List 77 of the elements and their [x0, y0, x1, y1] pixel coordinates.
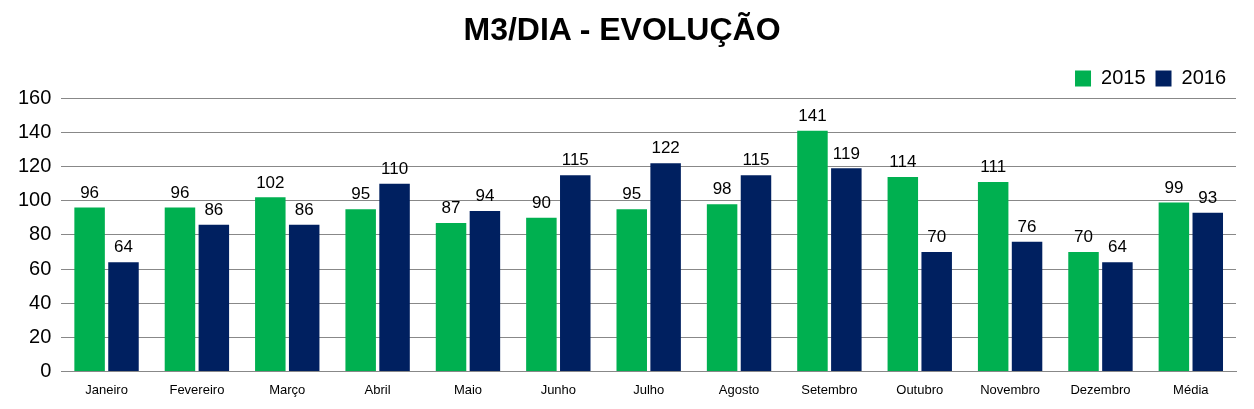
- data-label: 64: [1107, 237, 1127, 257]
- data-label: 96: [170, 182, 190, 202]
- x-tick-label: Novembro: [980, 381, 1041, 397]
- data-label: 95: [351, 184, 371, 204]
- data-label: 110: [381, 158, 409, 178]
- data-label: 98: [712, 179, 732, 199]
- x-tick-label: Abril: [364, 381, 391, 397]
- y-tick-label: 40: [29, 290, 52, 313]
- y-tick-label: 120: [17, 154, 52, 177]
- bar: [1011, 241, 1043, 371]
- bar: [198, 224, 230, 371]
- data-label: 90: [531, 193, 551, 213]
- x-tick-label: Junho: [540, 381, 577, 397]
- data-label: 99: [1164, 177, 1184, 197]
- data-label: 64: [114, 237, 133, 257]
- data-label: 76: [1017, 216, 1037, 236]
- data-label: 141: [798, 106, 827, 126]
- data-label: 95: [622, 184, 642, 204]
- data-label: 115: [742, 150, 770, 170]
- x-tick-label: Agosto: [718, 381, 760, 397]
- x-tick-label: Média: [1173, 381, 1210, 397]
- data-label: 70: [927, 227, 947, 247]
- x-tick-label: Outubro: [896, 381, 944, 397]
- data-label: 115: [561, 150, 589, 170]
- x-tick-label: Julho: [633, 381, 665, 397]
- legend-label: 2015: [1101, 65, 1146, 88]
- bar: [887, 176, 919, 371]
- bar: [74, 207, 105, 371]
- bar: [1192, 212, 1224, 371]
- data-label: 86: [204, 199, 224, 219]
- bar: [560, 175, 591, 371]
- bar: [255, 197, 286, 371]
- data-label: 94: [475, 186, 495, 206]
- data-label: 122: [651, 138, 680, 158]
- x-tick-label: Maio: [453, 381, 483, 397]
- y-tick-label: 160: [17, 85, 52, 108]
- x-tick-label: Dezembro: [1070, 381, 1131, 397]
- bar: [831, 168, 862, 371]
- data-label: 119: [832, 143, 860, 163]
- data-label: 87: [441, 198, 461, 218]
- bar: [706, 204, 738, 371]
- data-label: 114: [889, 152, 917, 172]
- bar: [379, 183, 410, 371]
- bar: [616, 209, 647, 371]
- bar: [345, 209, 376, 371]
- y-tick-label: 20: [29, 324, 52, 347]
- bar: [469, 211, 501, 371]
- x-tick-label: Janeiro: [85, 381, 128, 397]
- bar: [1068, 251, 1099, 371]
- chart-title: M3/DIA - EVOLUÇÃO: [463, 11, 781, 48]
- bar: [650, 163, 681, 371]
- bar: [526, 217, 557, 371]
- bar: [435, 222, 467, 371]
- data-label: 70: [1074, 227, 1093, 247]
- x-tick-label: Fevereiro: [169, 381, 225, 397]
- bar: [921, 251, 952, 371]
- bar: [108, 262, 139, 371]
- bar: [740, 175, 772, 371]
- y-tick-label: 100: [17, 188, 52, 211]
- y-tick-label: 80: [29, 222, 52, 245]
- data-label: 86: [294, 199, 314, 219]
- y-tick-label: 140: [17, 120, 52, 143]
- bar: [1102, 262, 1133, 371]
- bar: [164, 207, 196, 371]
- bar: [288, 224, 320, 371]
- data-label: 93: [1198, 187, 1218, 207]
- x-tick-label: Setembro: [801, 381, 858, 397]
- data-label: 96: [80, 182, 100, 202]
- bar: [977, 182, 1009, 371]
- y-tick-label: 60: [29, 256, 52, 279]
- bar: [1158, 202, 1190, 371]
- x-tick-label: Março: [269, 381, 306, 397]
- data-label: 111: [980, 157, 1007, 177]
- data-label: 102: [256, 172, 285, 192]
- bar: [797, 130, 828, 371]
- legend-label: 2016: [1181, 65, 1227, 88]
- y-tick-label: 0: [40, 358, 52, 381]
